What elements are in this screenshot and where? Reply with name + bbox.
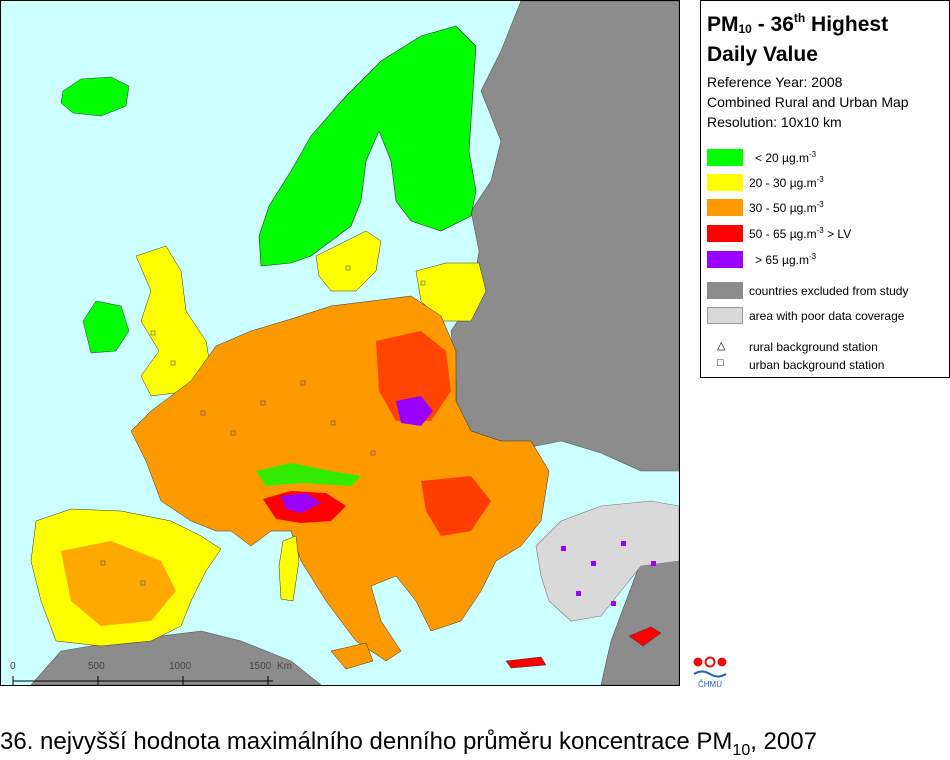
title-part-a: PM bbox=[707, 13, 739, 36]
map-legend: PM10 - 36th Highest Daily Value Referenc… bbox=[700, 0, 950, 378]
urban-station-label: urban background station bbox=[749, 358, 885, 372]
caption-text-a: 36. nejvyšší hodnota maximálního denního… bbox=[0, 728, 733, 755]
excluded-label: countries excluded from study bbox=[749, 284, 909, 298]
silesia-purple bbox=[396, 396, 433, 426]
scale-bar: 0 500 1000 1500 Km bbox=[10, 661, 292, 685]
cyprus bbox=[628, 626, 662, 647]
swatch-gt65 bbox=[707, 251, 743, 268]
class-label-lt20: < 20 µg.m-3 bbox=[755, 150, 817, 165]
ireland bbox=[82, 300, 130, 354]
scale-tick-0: 0 bbox=[10, 661, 16, 672]
class-label-30-50: 30 - 50 µg.m-3 bbox=[749, 200, 824, 215]
urban-stations bbox=[100, 265, 426, 586]
iberia-orange bbox=[61, 541, 176, 626]
title-line2: Daily Value bbox=[707, 43, 818, 66]
rural-station-icon: △ bbox=[717, 340, 726, 352]
scandinavia bbox=[258, 25, 477, 267]
reference-year: Reference Year: 2008 bbox=[707, 74, 843, 90]
balkans-red bbox=[421, 476, 491, 536]
sicily bbox=[330, 642, 374, 670]
class-label-gt65: > 65 µg.m-3 bbox=[755, 252, 817, 267]
iceland bbox=[60, 76, 130, 117]
swatch-50-65 bbox=[707, 225, 743, 242]
class-label-50-65: 50 - 65 µg.m-3 > LV bbox=[749, 226, 852, 241]
crete bbox=[505, 656, 547, 669]
corsica-sardinia bbox=[278, 535, 300, 602]
scale-unit: Km bbox=[277, 661, 292, 672]
class-label-20-30: 20 - 30 µg.m-3 bbox=[749, 175, 824, 190]
purple-stations-turkey bbox=[561, 541, 656, 606]
title-sub: 10 bbox=[738, 22, 752, 36]
title-part-b: - 36 bbox=[751, 13, 794, 36]
title-sup: th bbox=[793, 11, 806, 25]
svg-text:ČHMÚ: ČHMÚ bbox=[698, 680, 722, 689]
alps-green bbox=[256, 463, 361, 486]
map-type: Combined Rural and Urban Map bbox=[707, 94, 909, 110]
legend-title: PM10 - 36th Highest Daily Value bbox=[707, 6, 888, 67]
scale-tick-1500: 1500 bbox=[249, 661, 272, 672]
scale-tick-500: 500 bbox=[88, 661, 105, 672]
southern-sweden bbox=[315, 230, 382, 292]
caption-text-b: , 2007 bbox=[750, 728, 817, 755]
swatch-30-50 bbox=[707, 199, 743, 216]
baltic-states bbox=[415, 262, 487, 322]
rural-station-label: rural background station bbox=[749, 340, 878, 354]
chmu-logo: ČHMÚ bbox=[690, 650, 730, 690]
poor-coverage-label: area with poor data coverage bbox=[749, 309, 905, 323]
figure-caption: 36. nejvyšší hodnota maximálního denního… bbox=[0, 728, 817, 760]
swatch-excluded bbox=[707, 282, 743, 299]
swatch-lt20 bbox=[707, 149, 743, 166]
urban-station-icon: □ bbox=[717, 357, 724, 369]
caption-sub: 10 bbox=[732, 741, 751, 759]
poland-red bbox=[376, 331, 451, 421]
swatch-poor-coverage bbox=[707, 307, 743, 324]
poor-coverage-turkey bbox=[535, 500, 679, 622]
map-canvas: 0 500 1000 1500 Km bbox=[1, 1, 679, 685]
po-valley-purple bbox=[281, 493, 321, 513]
pm10-map: 0 500 1000 1500 Km bbox=[0, 0, 680, 686]
resolution: Resolution: 10x10 km bbox=[707, 114, 842, 130]
title-part-c: Highest bbox=[805, 13, 889, 36]
scale-tick-1000: 1000 bbox=[169, 661, 192, 672]
swatch-20-30 bbox=[707, 174, 743, 191]
